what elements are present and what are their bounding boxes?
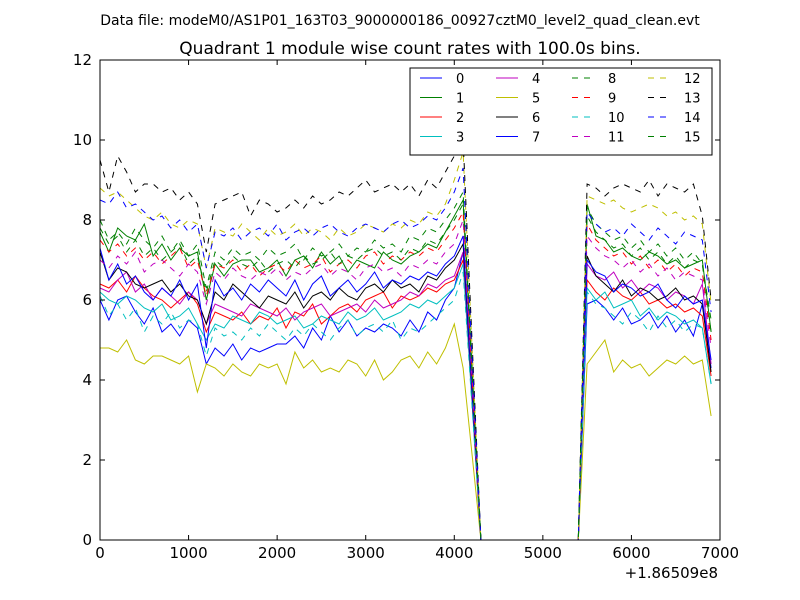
x-tick-label: 1000	[169, 544, 207, 562]
legend-label-14: 14	[684, 111, 701, 126]
series-line-10	[99, 271, 712, 541]
x-tick-label: 0	[95, 544, 105, 562]
series-line-11	[99, 219, 712, 541]
x-offset-label: +1.86509e8	[625, 564, 718, 582]
y-tick-label: 4	[82, 371, 92, 389]
series-line-12	[99, 151, 712, 541]
y-tick-label: 6	[82, 291, 92, 309]
legend-label-8: 8	[608, 72, 616, 87]
x-tick-label: 7000	[701, 544, 739, 562]
legend-label-12: 12	[684, 72, 701, 87]
figure-suptitle: Data file: modeM0/AS1P01_163T03_90000001…	[100, 13, 700, 29]
series-line-3	[99, 263, 712, 541]
x-tick-label: 6000	[612, 544, 650, 562]
chart-title: Quadrant 1 module wise count rates with …	[179, 39, 640, 59]
legend-label-0: 0	[456, 72, 464, 87]
legend-label-9: 9	[608, 92, 616, 107]
y-tick-label: 10	[73, 131, 92, 149]
legend-label-3: 3	[456, 131, 464, 146]
series-line-5	[100, 322, 712, 541]
x-tick-label: 2000	[258, 544, 296, 562]
y-tick-label: 0	[82, 531, 92, 549]
plot-lines	[99, 138, 712, 541]
x-tick-label: 4000	[435, 544, 473, 562]
y-tick-label: 2	[82, 451, 92, 469]
legend-label-10: 10	[608, 111, 625, 126]
series-line-7	[99, 235, 712, 541]
legend-label-2: 2	[456, 111, 464, 126]
legend-label-1: 1	[456, 92, 464, 107]
legend-label-6: 6	[532, 111, 540, 126]
legend-box	[409, 67, 713, 156]
series-line-8	[99, 190, 712, 541]
x-tick-label: 5000	[524, 544, 562, 562]
series-line-0	[99, 251, 712, 541]
legend-label-4: 4	[532, 72, 540, 87]
series-line-2	[99, 259, 712, 541]
y-tick-label: 12	[73, 51, 92, 69]
y-tick-label: 8	[82, 211, 92, 229]
legend-label-15: 15	[684, 131, 701, 146]
legend-label-13: 13	[684, 92, 701, 107]
series-line-1	[99, 198, 712, 541]
series-line-15	[99, 202, 712, 541]
legend-label-7: 7	[532, 131, 540, 146]
legend-label-11: 11	[608, 131, 625, 146]
legend-label-5: 5	[532, 92, 540, 107]
x-tick-label: 3000	[347, 544, 385, 562]
